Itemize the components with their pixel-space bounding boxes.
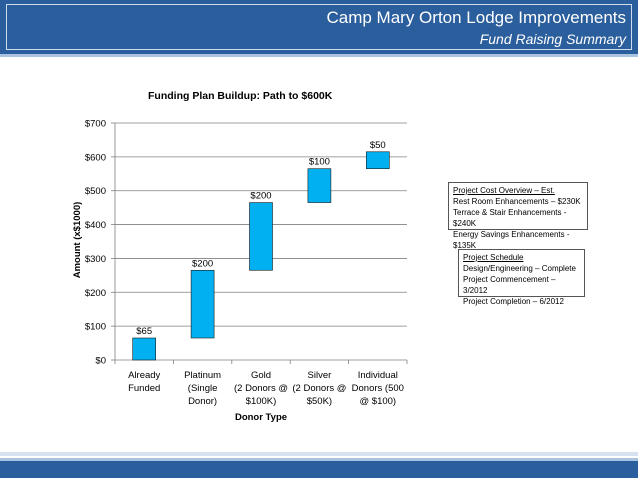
x-category-label: Donor)	[188, 396, 217, 407]
x-category-label: Platinum	[184, 370, 221, 381]
x-category-label: Gold	[251, 370, 271, 381]
x-category-label: Funded	[128, 383, 160, 394]
x-category-label: @ $100)	[360, 396, 397, 407]
data-label: $200	[250, 191, 271, 202]
y-tick-label: $200	[85, 288, 106, 299]
y-tick-label: $100	[85, 322, 106, 333]
x-category-label: Individual	[358, 370, 398, 381]
footer-bar	[0, 458, 638, 478]
x-category-label: (2 Donors @	[234, 383, 288, 394]
x-axis-title: Donor Type	[235, 412, 287, 423]
y-tick-label: $400	[85, 220, 106, 231]
cost-line: Energy Savings Enhancements - $135K	[453, 230, 570, 250]
x-category-label: (Single	[188, 383, 218, 394]
project-schedule-box: Project Schedule Design/Engineering – Co…	[458, 249, 585, 306]
cost-line: Terrace & Stair Enhancements - $240K	[453, 208, 567, 228]
schedule-line: Project Completion – 6/2012	[463, 297, 564, 306]
cost-box-heading: Project Cost Overview – Est.	[453, 186, 555, 195]
project-cost-box: Project Cost Overview – Est. Rest Room E…	[448, 182, 588, 250]
bar	[132, 337, 156, 361]
data-label: $65	[136, 326, 152, 337]
cost-line: Rest Room Enhancements – $230K	[453, 197, 581, 206]
y-tick-label: $300	[85, 254, 106, 265]
x-category-label: (2 Donors @	[292, 383, 346, 394]
data-label: $50	[370, 140, 386, 151]
header-frame	[6, 4, 632, 50]
slide-subtitle: Fund Raising Summary	[479, 31, 626, 47]
bar	[307, 168, 332, 203]
data-label: $100	[309, 157, 330, 168]
y-axis-title: Amount (x$1000)	[72, 202, 83, 279]
x-category-label: Already	[128, 370, 160, 381]
data-label: $200	[192, 258, 213, 269]
bar	[249, 202, 273, 271]
schedule-box-heading: Project Schedule	[463, 253, 524, 262]
chart-title: Funding Plan Buildup: Path to $600K	[148, 90, 333, 102]
x-category-label: $100K)	[246, 396, 277, 407]
bar	[190, 269, 215, 339]
slide-title: Camp Mary Orton Lodge Improvements	[326, 8, 626, 27]
y-tick-label: $700	[85, 119, 106, 130]
y-tick-label: $0	[95, 356, 106, 367]
schedule-line: Design/Engineering – Complete	[463, 264, 576, 273]
slide-header: Camp Mary Orton Lodge Improvements Fund …	[0, 0, 638, 57]
footer-strip	[0, 452, 638, 456]
y-tick-label: $500	[85, 186, 106, 197]
schedule-line: Project Commencement – 3/2012	[463, 275, 556, 295]
x-category-label: Donors (500	[352, 383, 404, 394]
bar	[365, 151, 390, 170]
y-tick-label: $600	[85, 152, 106, 163]
x-category-label: $50K)	[307, 396, 332, 407]
x-category-label: Silver	[308, 370, 332, 381]
